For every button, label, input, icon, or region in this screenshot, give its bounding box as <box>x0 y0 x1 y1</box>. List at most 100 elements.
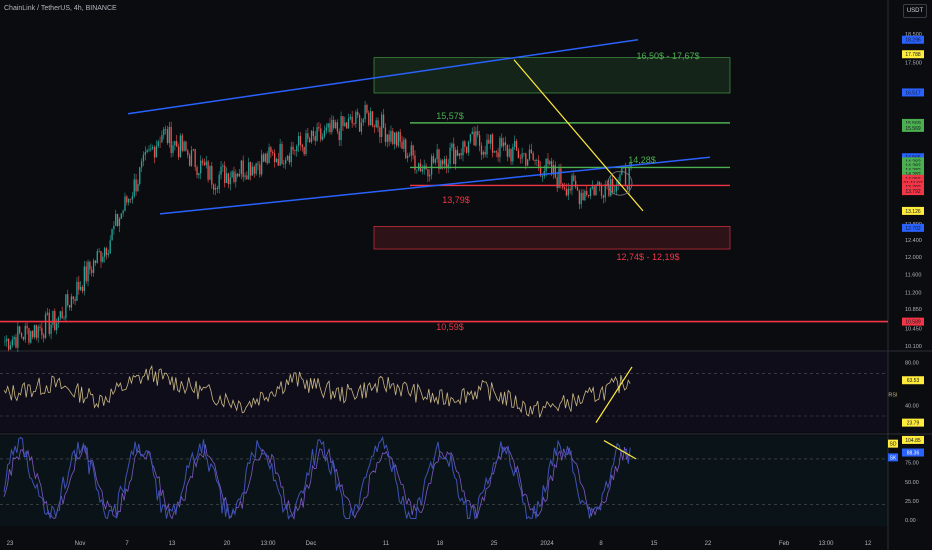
rsi-tick-label: 80.00 <box>905 361 919 367</box>
candle-body <box>310 130 313 142</box>
candle-body <box>458 153 460 156</box>
candle-body <box>229 177 231 185</box>
sd-label: SD <box>890 442 897 448</box>
candle-body <box>373 126 375 128</box>
candle-body <box>24 325 26 340</box>
candle-body <box>599 182 601 186</box>
rsi-min-tag <box>902 418 924 427</box>
candle-body <box>371 111 374 127</box>
candle-body <box>50 324 52 334</box>
candle-body <box>6 338 8 342</box>
candle-body <box>237 173 239 177</box>
candle-body <box>248 162 250 180</box>
x-tick-label: 11 <box>383 541 390 547</box>
candle-body <box>414 155 416 170</box>
candle-body <box>569 188 571 191</box>
candle-body <box>501 138 503 147</box>
candle-body <box>100 251 102 262</box>
candle-body <box>584 191 586 201</box>
candle-body <box>275 158 278 163</box>
candle-body <box>512 146 514 162</box>
candle-body <box>486 139 488 155</box>
candle-body <box>390 131 392 142</box>
candle-body <box>129 198 132 200</box>
candle-body <box>401 141 403 149</box>
candle-body <box>253 166 255 174</box>
candle-body <box>142 154 145 162</box>
candle-body <box>525 153 527 166</box>
rsi-value-label: 63.53 <box>907 378 920 384</box>
candle-body <box>469 134 472 142</box>
candle-body <box>15 337 17 348</box>
candle-body <box>342 116 344 126</box>
stoch-d-line <box>3 444 631 520</box>
candle-body <box>340 116 342 141</box>
annotation-label: 10,59$ <box>436 322 464 332</box>
candle-body <box>115 213 117 226</box>
candle-body <box>563 187 566 189</box>
candle-body <box>549 161 551 165</box>
candle-body <box>9 345 12 350</box>
candle-body <box>277 158 279 166</box>
candle-body <box>532 152 534 160</box>
candle-body <box>72 296 74 300</box>
price-tag <box>902 123 924 132</box>
price-tag-label: 15.569 <box>905 126 921 132</box>
rsi-trendline <box>595 366 633 423</box>
y-tick-label: 10.450 <box>905 326 922 332</box>
x-tick-label: Dec <box>306 541 317 547</box>
price-tag <box>902 157 924 166</box>
candle-body <box>454 149 457 165</box>
candle-body <box>397 132 399 146</box>
candle-body <box>170 126 172 153</box>
candle-body <box>216 187 218 189</box>
price-tag <box>902 118 924 127</box>
candle-body <box>329 123 331 133</box>
candle-body <box>80 286 82 290</box>
price-tag <box>902 206 924 215</box>
candle-body <box>436 149 438 160</box>
rsi-tick-label: 40.00 <box>905 403 919 409</box>
candle-body <box>403 139 405 149</box>
candle-body <box>626 185 629 190</box>
x-tick-label: 13:00 <box>260 541 276 547</box>
candle-body <box>81 286 84 292</box>
candle-body <box>336 122 339 132</box>
y-tick-label: 12.400 <box>905 238 922 244</box>
stoch-value-tag <box>902 435 924 444</box>
candle-body <box>358 115 361 132</box>
sk-label: SK <box>890 455 897 461</box>
x-tick-label: 13:00 <box>818 541 834 547</box>
candle-body <box>325 127 327 131</box>
candle-body <box>600 185 603 196</box>
candle-body <box>321 136 324 140</box>
candle-body <box>430 156 433 175</box>
candle-body <box>381 114 383 137</box>
candle-body <box>30 331 32 343</box>
candle-body <box>580 192 582 205</box>
candle-body <box>286 155 289 160</box>
candle-body <box>163 129 165 136</box>
stoch-second-label: 88.36 <box>907 451 920 457</box>
candle-body <box>344 122 346 126</box>
candle-body <box>183 141 185 151</box>
candle-body <box>212 184 215 190</box>
currency-button[interactable]: USDT <box>903 4 927 18</box>
candle-body <box>131 196 134 200</box>
candle-body <box>438 149 440 170</box>
candle-body <box>460 153 462 156</box>
candle-body <box>235 173 237 182</box>
candle-body <box>67 294 69 305</box>
candle-body <box>296 146 298 152</box>
candle-body <box>7 338 10 350</box>
x-tick-label: Feb <box>779 541 790 547</box>
candle-body <box>96 251 98 264</box>
candle-body <box>259 164 261 175</box>
demand-zone <box>373 225 731 250</box>
candle-body <box>161 135 163 142</box>
candle-body <box>261 154 263 175</box>
candle-body <box>190 150 193 166</box>
supply-zone <box>373 57 731 94</box>
